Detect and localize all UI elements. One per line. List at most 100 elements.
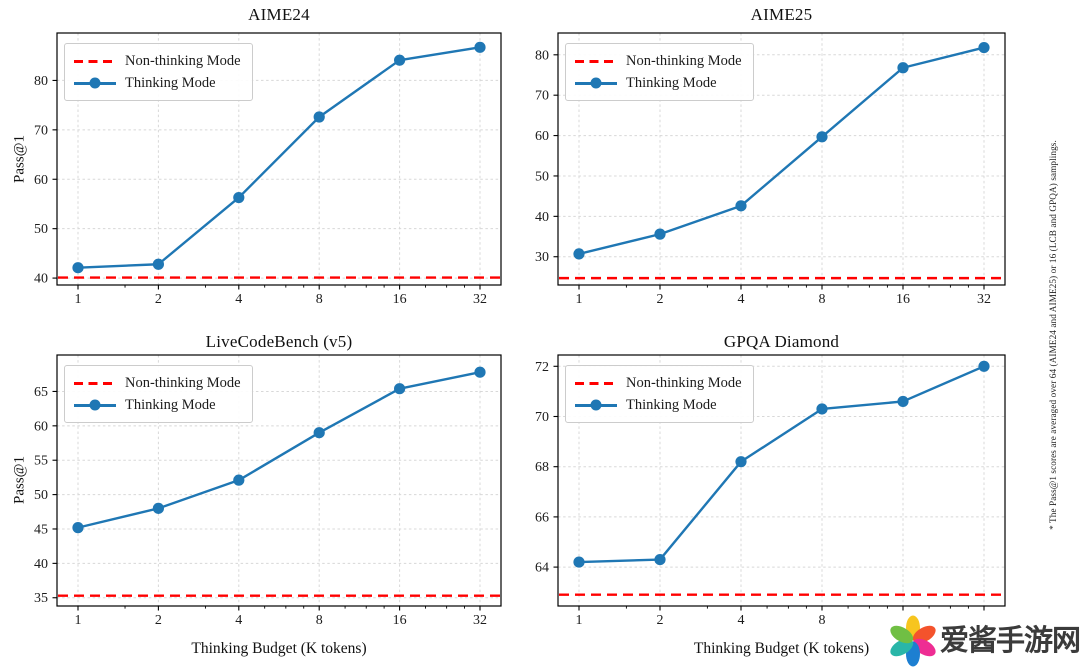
data-point-marker xyxy=(474,366,486,378)
marker-dot-icon xyxy=(590,77,602,89)
x-tick-label: 2 xyxy=(155,613,162,628)
data-point-marker xyxy=(816,403,828,415)
data-point-marker xyxy=(72,262,84,274)
thinking-line xyxy=(578,46,985,256)
chart-AIME24: 1 2 4 8 16 32 40 50 60 70 80 xyxy=(34,32,502,307)
legend-item-non-thinking: Non-thinking Mode xyxy=(74,50,241,72)
legend: Non-thinking Mode Thinking Mode xyxy=(565,43,754,101)
data-point-marker xyxy=(978,41,990,54)
data-point-marker xyxy=(978,360,990,372)
legend-label: Thinking Mode xyxy=(125,396,216,413)
legend: Non-thinking Mode Thinking Mode xyxy=(64,43,253,101)
x-tick-label: 4 xyxy=(235,613,242,628)
legend-label: Non-thinking Mode xyxy=(626,374,742,391)
marker-dot-icon xyxy=(89,77,101,89)
plot-border xyxy=(56,354,502,607)
chart-title-aime24: AIME24 xyxy=(248,5,310,24)
data-point-marker xyxy=(152,258,164,270)
data-point-marker xyxy=(573,556,585,568)
x-tick-label: 1 xyxy=(75,292,82,307)
x-axis-label: Thinking Budget (K tokens) xyxy=(191,640,367,657)
chart-GPQA Diamond: 124816326466687072 xyxy=(535,354,1006,628)
data-point-marker xyxy=(474,41,486,53)
chart-title-aime25: AIME25 xyxy=(750,5,813,24)
y-tick-label: 60 xyxy=(34,419,48,434)
legend-item-thinking: Thinking Mode xyxy=(575,394,742,416)
y-tick-label: 64 xyxy=(535,561,549,576)
legend-item-thinking: Thinking Mode xyxy=(74,72,241,94)
legend-label: Thinking Mode xyxy=(626,396,717,413)
data-point-marker xyxy=(816,131,828,143)
non-thinking-line-swatch xyxy=(74,381,116,385)
legend-label: Non-thinking Mode xyxy=(125,52,241,69)
x-tick-label: 16 xyxy=(896,292,910,307)
chart-title-gpqa: GPQA Diamond xyxy=(723,332,840,351)
y-tick-label: 55 xyxy=(34,454,48,469)
x-tick-label: 1 xyxy=(75,613,82,628)
y-tick-label: 60 xyxy=(535,129,549,144)
x-tick-label: 2 xyxy=(155,292,162,307)
plot-border xyxy=(557,354,1006,607)
x-tick-label: 2 xyxy=(657,292,664,307)
x-tick-label: 8 xyxy=(316,613,323,628)
legend-label: Thinking Mode xyxy=(626,74,717,91)
footnote: * The Pass@1 scores are averaged over 64… xyxy=(1048,140,1058,530)
y-tick-label: 70 xyxy=(535,89,549,104)
legend-item-thinking: Thinking Mode xyxy=(575,72,742,94)
x-tick-label: 16 xyxy=(393,292,407,307)
data-point-marker xyxy=(394,54,406,66)
x-tick-label: 4 xyxy=(738,292,745,307)
y-tick-label: 60 xyxy=(34,173,48,188)
legend-item-non-thinking: Non-thinking Mode xyxy=(575,372,742,394)
legend: Non-thinking Mode Thinking Mode xyxy=(565,365,754,423)
y-axis-label: Pass@1 xyxy=(11,456,28,504)
legend-label: Thinking Mode xyxy=(125,74,216,91)
y-tick-label: 66 xyxy=(535,510,549,525)
chart-title-livecodebench: LiveCodeBench (v5) xyxy=(205,332,353,351)
x-tick-label: 32 xyxy=(473,613,487,628)
non-thinking-line-swatch xyxy=(575,381,617,385)
legend-item-non-thinking: Non-thinking Mode xyxy=(575,50,742,72)
x-tick-label: 1 xyxy=(576,613,583,628)
y-tick-label: 70 xyxy=(34,123,48,138)
marker-dot-icon xyxy=(590,399,602,411)
thinking-line-swatch xyxy=(575,77,617,89)
plot-border xyxy=(557,32,1006,286)
y-tick-label: 30 xyxy=(535,250,549,265)
x-tick-label: 4 xyxy=(738,613,745,628)
data-point-marker xyxy=(735,200,747,212)
legend-label: Non-thinking Mode xyxy=(125,374,241,391)
y-tick-label: 40 xyxy=(34,557,48,572)
data-point-marker xyxy=(394,383,406,395)
pinwheel-logo-icon xyxy=(890,615,936,667)
y-axis-label: Pass@1 xyxy=(11,135,28,183)
y-tick-label: 50 xyxy=(34,222,48,237)
data-point-marker xyxy=(897,62,909,74)
data-point-marker xyxy=(654,228,666,240)
marker-dot-icon xyxy=(89,399,101,411)
data-point-marker xyxy=(897,395,909,408)
data-point-marker xyxy=(654,553,666,566)
non-thinking-line-swatch xyxy=(575,59,617,63)
x-tick-label: 8 xyxy=(316,292,323,307)
y-tick-label: 80 xyxy=(34,74,48,89)
thinking-line xyxy=(77,371,481,529)
data-point-marker xyxy=(72,522,84,534)
y-tick-label: 40 xyxy=(34,272,48,287)
data-point-marker xyxy=(233,474,245,486)
y-tick-label: 80 xyxy=(535,48,549,63)
y-tick-label: 50 xyxy=(535,169,549,184)
data-point-marker xyxy=(152,502,164,514)
legend: Non-thinking Mode Thinking Mode xyxy=(64,365,253,423)
x-tick-label: 16 xyxy=(393,613,407,628)
x-tick-label: 1 xyxy=(576,292,583,307)
x-tick-label: 8 xyxy=(819,613,826,628)
x-tick-label: 2 xyxy=(657,613,664,628)
data-point-marker xyxy=(735,456,747,468)
legend-label: Non-thinking Mode xyxy=(626,52,742,69)
chart-LiveCodeBench (v5): 1 2 4 8 16 32 35 40 45 50 55 60 65 xyxy=(34,354,502,628)
watermark-text: 爱酱手游网 xyxy=(939,622,1080,657)
y-tick-label: 35 xyxy=(34,591,48,606)
